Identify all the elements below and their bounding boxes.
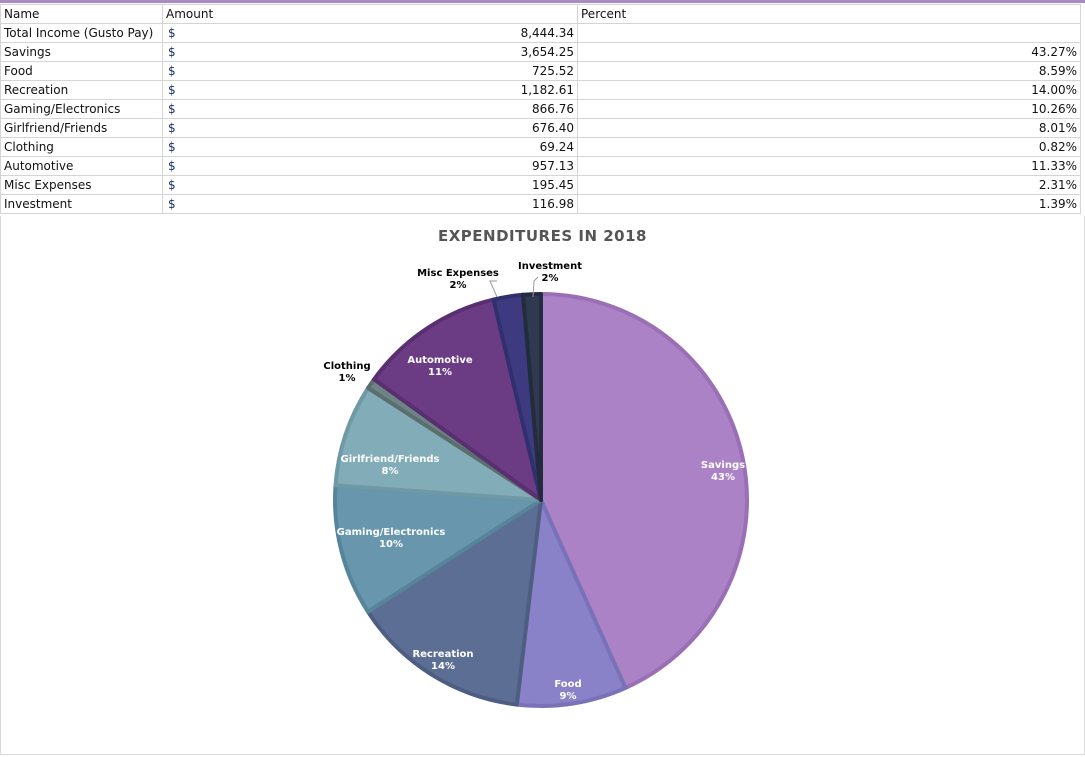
cell-amount[interactable]: $116.98 — [162, 194, 578, 214]
data-label: Automotive 11% — [407, 355, 473, 378]
currency-symbol: $ — [168, 45, 176, 59]
pie-slice-investment[interactable] — [521, 292, 543, 502]
leader-line — [532, 276, 539, 298]
table-row: Savings $3,654.25 43.27% — [0, 42, 1081, 62]
data-label: Misc Expenses 2% — [417, 268, 499, 291]
data-label-category: Clothing — [323, 361, 370, 372]
data-label-percent: 10% — [379, 539, 403, 550]
data-label-category: Investment — [518, 261, 582, 272]
table-row: Gaming/Electronics $866.76 10.26% — [0, 99, 1081, 119]
currency-symbol: $ — [168, 83, 176, 97]
pie-slice-recreation[interactable] — [365, 498, 543, 707]
header-percent[interactable]: Percent — [577, 4, 1081, 24]
data-label: Clothing 1% — [323, 361, 370, 384]
pie-slice-automotive[interactable] — [372, 297, 543, 502]
currency-symbol: $ — [168, 121, 176, 135]
data-label-category: Recreation — [412, 649, 473, 660]
cell-percent[interactable]: 1.39% — [577, 194, 1081, 214]
data-label-percent: 11% — [428, 367, 452, 378]
amount-value: 8,444.34 — [520, 26, 574, 40]
amount-value: 866.76 — [532, 102, 574, 116]
cell-percent[interactable]: 10.26% — [577, 99, 1081, 119]
amount-value: 116.98 — [532, 197, 574, 211]
cell-name[interactable]: Savings — [0, 42, 163, 62]
data-label-percent: 9% — [560, 691, 577, 702]
data-label-category: Savings — [701, 460, 745, 471]
currency-symbol: $ — [168, 159, 176, 173]
pie-slice-food[interactable] — [514, 498, 628, 708]
data-label-category: Food — [554, 679, 581, 690]
pie-slice-savings[interactable] — [539, 292, 749, 690]
amount-value: 1,182.61 — [520, 83, 574, 97]
pie-slice-gaming-electronics[interactable] — [333, 483, 543, 614]
data-label-percent: 8% — [382, 466, 399, 477]
data-label: Girlfriend/Friends 8% — [341, 454, 440, 477]
cell-name[interactable]: Total Income (Gusto Pay) — [0, 23, 163, 43]
table-row: Investment $116.98 1.39% — [0, 194, 1081, 214]
currency-symbol: $ — [168, 102, 176, 116]
currency-symbol: $ — [168, 197, 176, 211]
data-label-category: Girlfriend/Friends — [341, 454, 440, 465]
pie-slice-girlfriend-friends[interactable] — [333, 386, 543, 502]
currency-symbol: $ — [168, 178, 176, 192]
data-label-category: Automotive — [407, 355, 473, 366]
expenses-table: Name Amount Percent Total Income (Gusto … — [0, 4, 1081, 214]
cell-name[interactable]: Gaming/Electronics — [0, 99, 163, 119]
header-row: Name Amount Percent — [0, 4, 1081, 24]
amount-value: 195.45 — [532, 178, 574, 192]
currency-symbol: $ — [168, 64, 176, 78]
currency-symbol: $ — [168, 140, 176, 154]
amount-value: 957.13 — [532, 159, 574, 173]
leader-line — [489, 280, 498, 298]
data-label: Investment 2% — [518, 261, 582, 284]
data-label: Savings 43% — [701, 460, 745, 483]
data-label-percent: 43% — [711, 472, 735, 483]
chart-title: EXPENDITURES IN 2018 — [438, 227, 647, 245]
table-row: Total Income (Gusto Pay) $8,444.34 — [0, 23, 1081, 43]
data-label: Recreation 14% — [412, 649, 473, 672]
data-label-percent: 2% — [542, 273, 559, 284]
selection-border — [0, 0, 1085, 3]
data-label: Gaming/Electronics 10% — [337, 527, 446, 550]
amount-value: 3,654.25 — [520, 45, 574, 59]
currency-symbol: $ — [168, 26, 176, 40]
data-label: Food 9% — [554, 679, 581, 702]
data-label-category: Misc Expenses — [417, 268, 499, 279]
cell-name[interactable]: Misc Expenses — [0, 175, 163, 195]
amount-value: 725.52 — [532, 64, 574, 78]
data-label-percent: 2% — [450, 280, 467, 291]
amount-value: 69.24 — [539, 140, 574, 154]
data-label-category: Gaming/Electronics — [337, 527, 446, 538]
amount-value: 676.40 — [532, 121, 574, 135]
data-label-percent: 14% — [431, 661, 455, 672]
cell-name[interactable]: Clothing — [0, 137, 163, 157]
data-label-percent: 1% — [339, 373, 356, 384]
cell-name[interactable]: Automotive — [0, 156, 163, 176]
cell-name[interactable]: Girlfriend/Friends — [0, 118, 163, 138]
